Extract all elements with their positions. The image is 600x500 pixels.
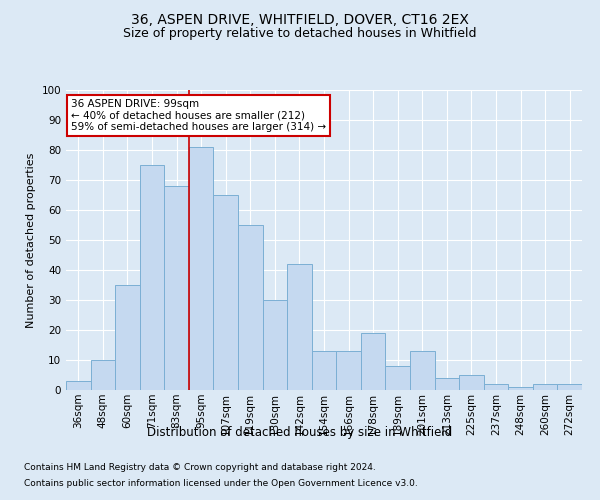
Text: 36 ASPEN DRIVE: 99sqm
← 40% of detached houses are smaller (212)
59% of semi-det: 36 ASPEN DRIVE: 99sqm ← 40% of detached … [71, 99, 326, 132]
Bar [434, 378, 459, 390]
Bar [385, 366, 410, 390]
Bar [287, 264, 312, 390]
Bar [336, 351, 361, 390]
Text: Size of property relative to detached houses in Whitfield: Size of property relative to detached ho… [123, 28, 477, 40]
Bar [189, 147, 214, 390]
Bar [140, 165, 164, 390]
Bar [361, 333, 385, 390]
Text: Distribution of detached houses by size in Whitfield: Distribution of detached houses by size … [148, 426, 452, 439]
Text: Contains public sector information licensed under the Open Government Licence v3: Contains public sector information licen… [24, 478, 418, 488]
Bar [484, 384, 508, 390]
Bar [459, 375, 484, 390]
Bar [263, 300, 287, 390]
Bar [557, 384, 582, 390]
Bar [508, 387, 533, 390]
Bar [410, 351, 434, 390]
Bar [214, 195, 238, 390]
Bar [312, 351, 336, 390]
Bar [91, 360, 115, 390]
Bar [238, 225, 263, 390]
Bar [164, 186, 189, 390]
Text: Contains HM Land Registry data © Crown copyright and database right 2024.: Contains HM Land Registry data © Crown c… [24, 464, 376, 472]
Bar [115, 285, 140, 390]
Text: 36, ASPEN DRIVE, WHITFIELD, DOVER, CT16 2EX: 36, ASPEN DRIVE, WHITFIELD, DOVER, CT16 … [131, 12, 469, 26]
Bar [533, 384, 557, 390]
Bar [66, 381, 91, 390]
Y-axis label: Number of detached properties: Number of detached properties [26, 152, 36, 328]
